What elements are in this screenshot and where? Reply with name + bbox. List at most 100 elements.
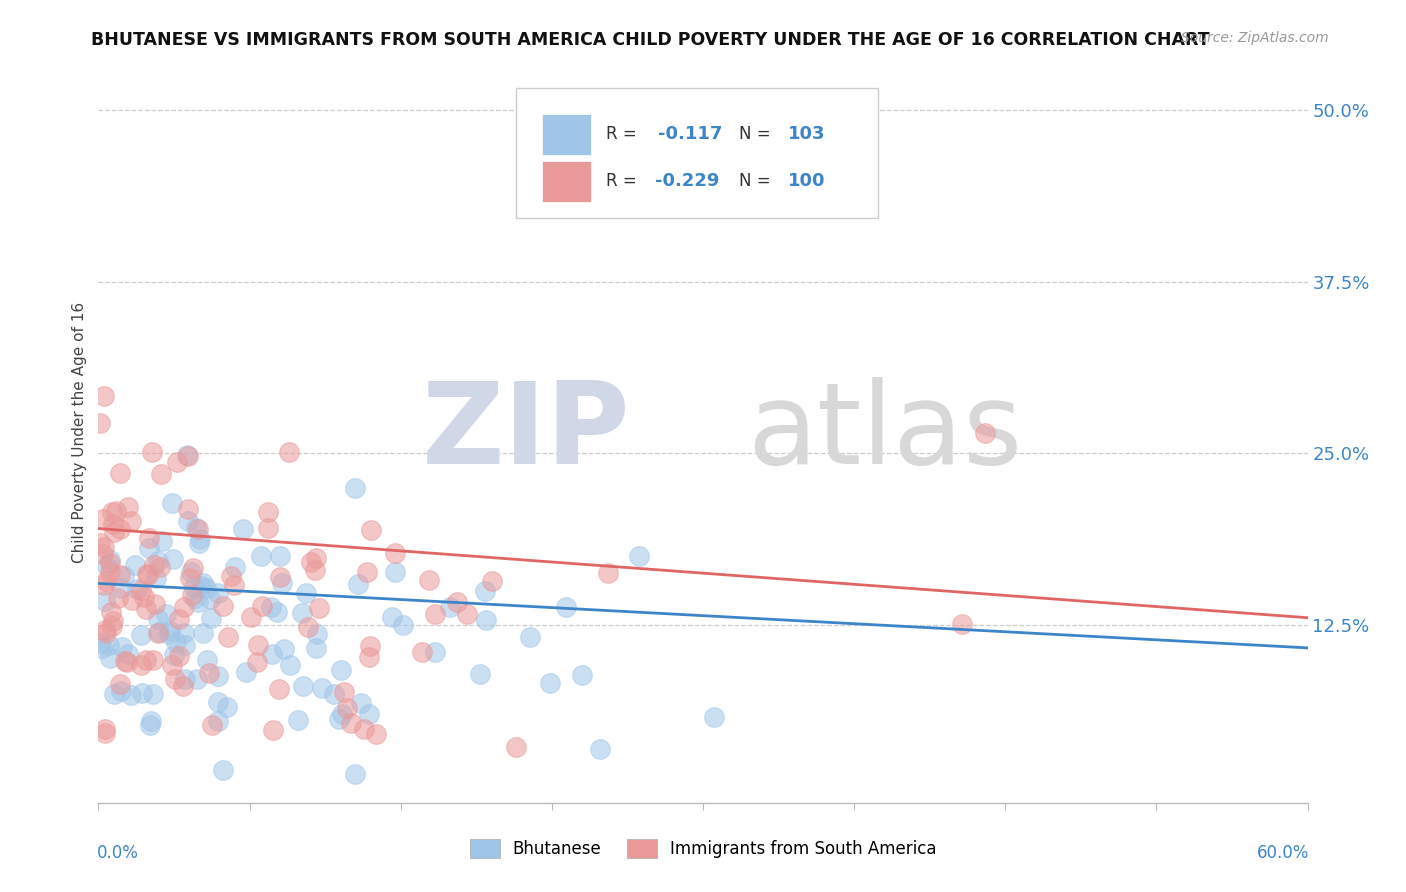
Point (505, 739, 527, 754)
Point (115, 655, 138, 669)
Text: 60.0%: 60.0% (1257, 844, 1309, 863)
Point (207, 695, 229, 709)
Point (215, 699, 238, 714)
Point (186, 672, 208, 686)
Text: -0.117: -0.117 (658, 125, 723, 144)
Point (94, 574, 117, 588)
Point (135, 653, 157, 667)
Point (159, 624, 181, 639)
Point (297, 620, 319, 634)
Point (146, 554, 169, 568)
Point (219, 568, 242, 582)
Text: 0.0%: 0.0% (97, 844, 139, 863)
Point (166, 455, 188, 469)
Point (110, 581, 132, 595)
Point (93, 389, 115, 403)
Point (308, 601, 330, 615)
Point (148, 625, 170, 640)
Point (184, 591, 207, 606)
Point (124, 558, 146, 573)
Point (98, 565, 121, 579)
Point (266, 606, 288, 620)
Point (200, 611, 222, 625)
Point (91, 512, 114, 526)
Point (330, 663, 353, 677)
Point (198, 592, 221, 607)
Point (273, 642, 295, 657)
Point (299, 555, 322, 569)
Point (457, 607, 479, 621)
Point (481, 574, 503, 588)
Point (267, 682, 290, 697)
Point (360, 523, 382, 537)
Legend: Bhutanese, Immigrants from South America: Bhutanese, Immigrants from South America (463, 833, 943, 865)
Point (250, 599, 273, 613)
Point (257, 505, 280, 519)
Point (120, 514, 142, 528)
Point (134, 591, 156, 605)
Point (197, 665, 219, 680)
Bar (543, 114, 591, 155)
Point (207, 586, 229, 600)
Point (269, 549, 291, 564)
Point (555, 600, 578, 615)
Point (103, 517, 125, 532)
Point (138, 531, 160, 545)
Point (340, 715, 363, 730)
Point (179, 571, 201, 585)
Point (589, 742, 612, 756)
Point (411, 645, 433, 659)
Point (89, 535, 111, 549)
Y-axis label: Child Poverty Under the Age of 16: Child Poverty Under the Age of 16 (72, 302, 87, 563)
Text: ZIP: ZIP (422, 377, 630, 488)
Point (391, 617, 413, 632)
Point (177, 502, 200, 516)
Point (103, 687, 125, 701)
Point (143, 558, 166, 572)
Point (222, 578, 245, 592)
Point (142, 653, 165, 667)
Point (232, 522, 254, 536)
Point (150, 533, 173, 548)
Point (165, 634, 187, 648)
Point (91, 641, 114, 656)
Point (94, 722, 117, 736)
Point (188, 532, 211, 546)
Point (366, 727, 388, 741)
Point (470, 667, 492, 681)
Point (129, 583, 152, 598)
Point (333, 684, 356, 698)
Point (145, 571, 167, 585)
Point (703, 710, 725, 724)
Point (357, 707, 380, 722)
Point (108, 466, 131, 480)
Point (294, 586, 316, 600)
Point (176, 448, 198, 462)
Point (256, 521, 278, 535)
Point (94, 593, 117, 607)
Point (974, 425, 997, 440)
Point (93, 540, 115, 554)
Point (357, 650, 380, 665)
Point (344, 482, 367, 496)
Point (117, 647, 139, 661)
Point (191, 625, 214, 640)
Point (260, 600, 283, 615)
Point (167, 649, 190, 664)
Point (112, 569, 135, 583)
Point (187, 595, 209, 609)
Point (292, 679, 315, 693)
Point (287, 713, 309, 727)
Point (172, 679, 194, 693)
Point (323, 687, 346, 701)
Point (155, 607, 177, 621)
Point (212, 763, 235, 777)
Point (661, 145, 683, 159)
Point (180, 566, 202, 580)
Text: N =: N = (740, 125, 776, 144)
Point (136, 567, 159, 582)
Point (343, 766, 366, 780)
Point (207, 669, 229, 683)
Point (127, 582, 149, 596)
Point (194, 581, 217, 595)
